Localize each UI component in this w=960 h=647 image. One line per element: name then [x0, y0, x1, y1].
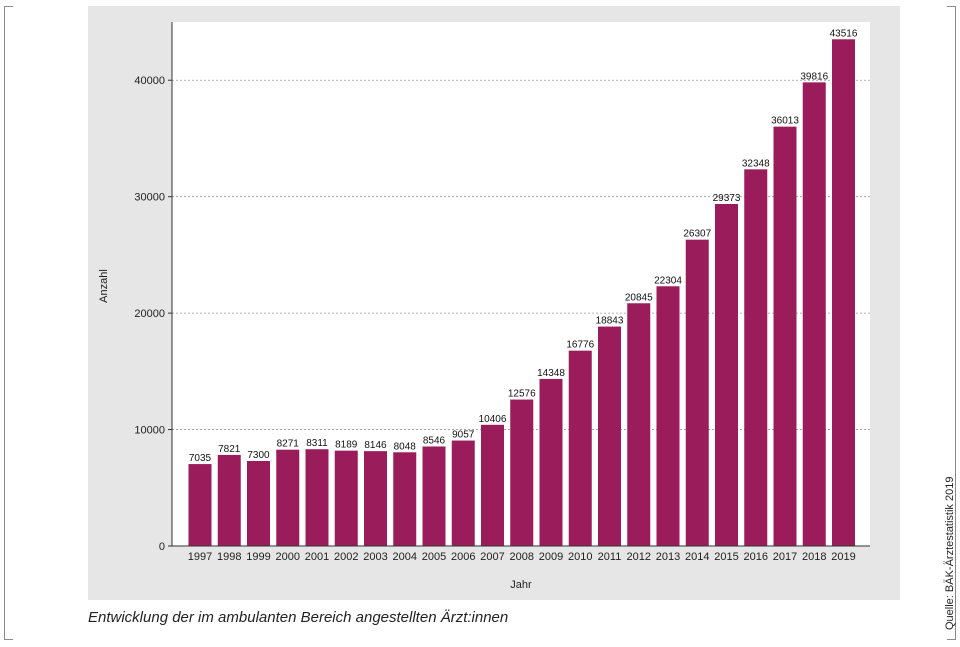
- bar-2008: [510, 399, 534, 546]
- source-note: Quelle: BÄK-Ärztestatistik 2019: [944, 476, 956, 630]
- data-label-1998: 7821: [218, 444, 241, 455]
- bar-2001: [305, 449, 329, 546]
- y-axis-title: Anzahl: [98, 269, 110, 303]
- data-label-2007: 10406: [479, 414, 507, 425]
- x-tick-label-2018: 2018: [802, 551, 826, 563]
- y-tick-label: 30000: [134, 192, 165, 204]
- x-tick-label-2010: 2010: [568, 551, 592, 563]
- x-tick-label-2013: 2013: [656, 551, 680, 563]
- x-tick-label-1997: 1997: [188, 551, 212, 563]
- x-tick-label-2014: 2014: [685, 551, 709, 563]
- data-label-2002: 8189: [335, 440, 358, 451]
- bar-2009: [539, 378, 563, 546]
- data-label-2017: 36013: [771, 116, 799, 127]
- data-label-2014: 26307: [683, 229, 711, 240]
- x-tick-label-2008: 2008: [510, 551, 534, 563]
- bar-2016: [744, 169, 768, 547]
- bar-2010: [568, 350, 592, 546]
- bar-2000: [276, 449, 300, 546]
- y-tick-label: 20000: [134, 308, 165, 320]
- x-tick-label-2017: 2017: [773, 551, 797, 563]
- bar-2011: [598, 326, 621, 546]
- data-label-2019: 43516: [830, 28, 858, 39]
- chart-area: 7035 7821 7300 8271 8311 8189 8146 8048 8546 9057…: [88, 6, 900, 600]
- bar-2005: [422, 446, 446, 546]
- bar-chart: 7035 7821 7300 8271 8311 8189 8146 8048 8546 9057…: [98, 22, 870, 591]
- x-tick-label-2003: 2003: [363, 551, 387, 563]
- data-label-2013: 22304: [654, 275, 682, 286]
- data-label-2011: 18843: [596, 316, 624, 327]
- x-tick-label-2000: 2000: [276, 551, 300, 563]
- bar-2007: [481, 424, 504, 546]
- bar-2004: [393, 452, 417, 546]
- y-tick-label: 10000: [134, 425, 165, 437]
- data-label-2005: 8546: [423, 435, 446, 446]
- x-tick-label-2007: 2007: [480, 551, 504, 563]
- y-tick-label: 40000: [134, 75, 165, 87]
- figure-caption: Entwicklung der im ambulanten Bereich an…: [88, 609, 509, 626]
- data-label-2009: 14348: [537, 368, 565, 379]
- x-tick-label-1998: 1998: [217, 551, 241, 563]
- data-label-2018: 39816: [800, 71, 828, 82]
- bar-2003: [364, 451, 387, 546]
- data-label-2008: 12576: [508, 389, 536, 400]
- data-label-1997: 7035: [189, 453, 212, 464]
- data-label-2012: 20845: [625, 292, 653, 303]
- bar-2002: [334, 450, 358, 546]
- data-label-2006: 9057: [452, 430, 475, 441]
- x-tick-label-2006: 2006: [451, 551, 475, 563]
- bar-2017: [773, 126, 797, 546]
- bar-2018: [802, 82, 826, 546]
- data-label-2010: 16776: [566, 340, 594, 351]
- bar-1997: [188, 464, 212, 546]
- data-label-2004: 8048: [394, 441, 417, 452]
- x-tick-label-2002: 2002: [334, 551, 358, 563]
- x-axis-title: Jahr: [510, 579, 532, 591]
- bar-2006: [451, 440, 475, 546]
- x-tick-label-2015: 2015: [714, 551, 738, 563]
- bar-2013: [656, 286, 680, 546]
- data-label-2015: 29373: [713, 193, 741, 204]
- bar-1999: [247, 460, 270, 546]
- x-tick-label-2005: 2005: [422, 551, 446, 563]
- x-tick-label-2011: 2011: [598, 551, 622, 563]
- bar-2019: [832, 39, 855, 546]
- bar-2015: [715, 203, 738, 547]
- x-tick-label-2016: 2016: [744, 551, 768, 563]
- data-label-2016: 32348: [742, 158, 770, 169]
- data-label-2000: 8271: [277, 439, 300, 450]
- y-tick-label: 0: [159, 541, 165, 553]
- frame-bracket-right: [947, 6, 956, 640]
- frame-bracket-left: [4, 6, 13, 640]
- x-tick-label-2004: 2004: [393, 551, 417, 563]
- data-label-2003: 8146: [364, 440, 387, 451]
- x-tick-label-2019: 2019: [831, 551, 855, 563]
- data-label-1999: 7300: [247, 450, 270, 461]
- data-label-2001: 8311: [306, 438, 328, 449]
- bar-2012: [627, 303, 651, 546]
- x-tick-label-2012: 2012: [627, 551, 651, 563]
- x-tick-label-2001: 2001: [305, 551, 329, 563]
- x-tick-label-2009: 2009: [539, 551, 563, 563]
- bar-1998: [217, 454, 241, 546]
- x-tick-label-1999: 1999: [246, 551, 270, 563]
- bar-2014: [685, 239, 709, 546]
